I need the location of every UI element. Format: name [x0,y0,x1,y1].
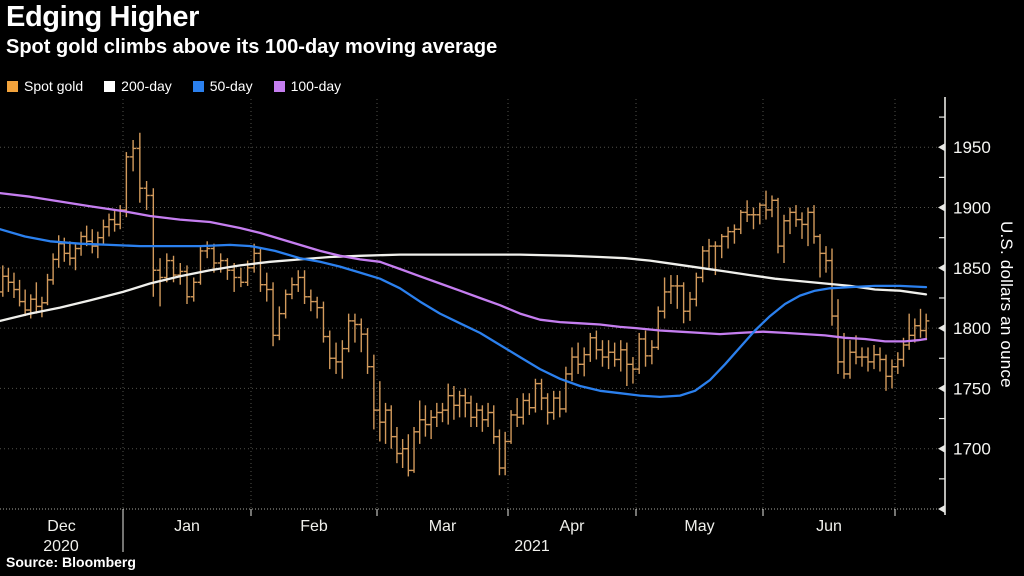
year-label: 2021 [514,538,550,555]
y-tick-label: 1700 [953,440,991,459]
month-label: Mar [429,518,457,535]
month-label: Jan [174,518,200,535]
y-tick-label: 1750 [953,379,991,398]
month-label: May [684,518,714,535]
y-major-tick [938,203,945,212]
ma100-line [0,191,928,343]
legend-item-50-day: 50-day [192,78,253,94]
chart-legend: Spot gold 200-day 50-day 100-day [7,78,341,94]
month-label: Dec [47,518,75,535]
legend-label-spot-gold: Spot gold [24,78,84,94]
month-label: Feb [300,518,328,535]
y-major-tick [938,444,945,453]
legend-item-100-day: 100-day [273,78,342,94]
source-note: Source: Bloomberg [6,554,136,570]
month-label: Jun [816,518,842,535]
y-tick-label: 1850 [953,259,991,278]
legend-item-spot-gold: Spot gold [7,78,83,94]
month-label: Apr [560,518,586,535]
chart-subtitle: Spot gold climbs above its 100-day movin… [6,36,498,58]
legend-item-200-day: 200-day [104,78,172,94]
y-major-tick [938,143,945,152]
legend-label-50-day: 50-day [209,78,253,94]
y-tick-label: 1950 [953,138,991,157]
spot-gold-swatch-icon [7,80,18,92]
legend-label-100-day: 100-day [290,78,342,94]
y-major-tick [938,505,945,513]
y-major-tick [938,384,945,393]
y-major-tick [938,263,945,272]
y-tick-label: 1800 [953,319,991,338]
y-axis-title: U.S. dollars an ounce [997,220,1016,388]
ma50-swatch-icon [192,80,204,92]
page-title: Edging Higher [6,1,199,33]
y-tick-label: 1900 [953,199,991,218]
ma50-line [0,228,928,399]
legend-label-200-day: 200-day [121,78,172,94]
ma100-swatch-icon [273,80,285,92]
ma200-swatch-icon [104,80,116,92]
y-major-tick [938,324,945,333]
ma200-line [0,253,928,323]
year-label: 2020 [43,538,79,555]
